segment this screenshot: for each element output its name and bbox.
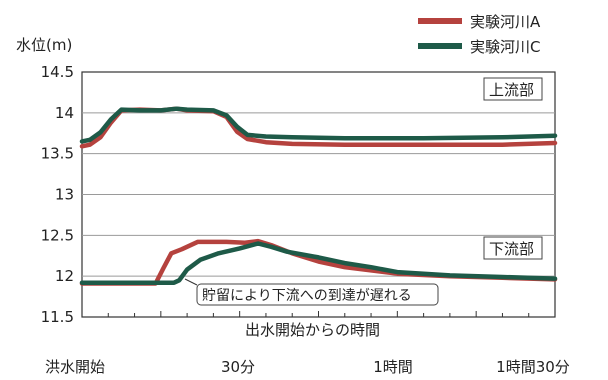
y-tick-label: 14.5 — [41, 63, 74, 81]
upstream-box-frame — [483, 77, 543, 101]
y-tick-label: 12 — [55, 267, 74, 285]
annotation-frame — [196, 283, 439, 306]
series-c-downstream-line — [79, 241, 558, 285]
series-lines — [79, 106, 558, 286]
annotation-pointer — [184, 278, 198, 286]
grid-lines — [82, 112, 555, 277]
series-c-upstream-line — [79, 106, 558, 144]
series-a-upstream-line — [79, 106, 558, 149]
y-tick-label: 14 — [55, 104, 74, 122]
y-tick-label: 12.5 — [41, 226, 74, 244]
upstream-box-text: 上流部 — [489, 81, 534, 99]
legend: 実験河川A 実験河川C — [418, 13, 541, 56]
annotation-text: 貯留により下流への到達が遅れる — [202, 288, 412, 304]
y-axis-label: 水位(m) — [16, 36, 72, 54]
downstream-label-box: 下流部 — [483, 236, 543, 260]
x-tick-label: 1時間 — [373, 358, 413, 376]
x-axis-label: 出水開始からの時間 — [245, 321, 380, 339]
x-tick-marks — [107, 311, 530, 317]
downstream-box-frame — [483, 236, 543, 260]
x-tick-label: 30分 — [221, 358, 255, 376]
x-tick-label: 洪水開始 — [45, 358, 105, 376]
delay-annotation: 貯留により下流への到達が遅れる — [184, 278, 439, 306]
y-tick-label: 11.5 — [41, 308, 74, 326]
y-tick-label: 13.5 — [41, 145, 74, 163]
upstream-label-box: 上流部 — [483, 77, 543, 101]
legend-label-a: 実験河川A — [470, 13, 541, 31]
x-tick-label: 1時間30分 — [496, 358, 570, 376]
y-tick-labels: 14.5 14 13.5 13 12.5 12 11.5 — [41, 63, 74, 326]
x-tick-labels: 洪水開始 30分 1時間 1時間30分 — [45, 358, 570, 376]
legend-label-c: 実験河川C — [470, 38, 540, 56]
downstream-box-text: 下流部 — [489, 240, 534, 258]
y-tick-label: 13 — [55, 186, 74, 204]
